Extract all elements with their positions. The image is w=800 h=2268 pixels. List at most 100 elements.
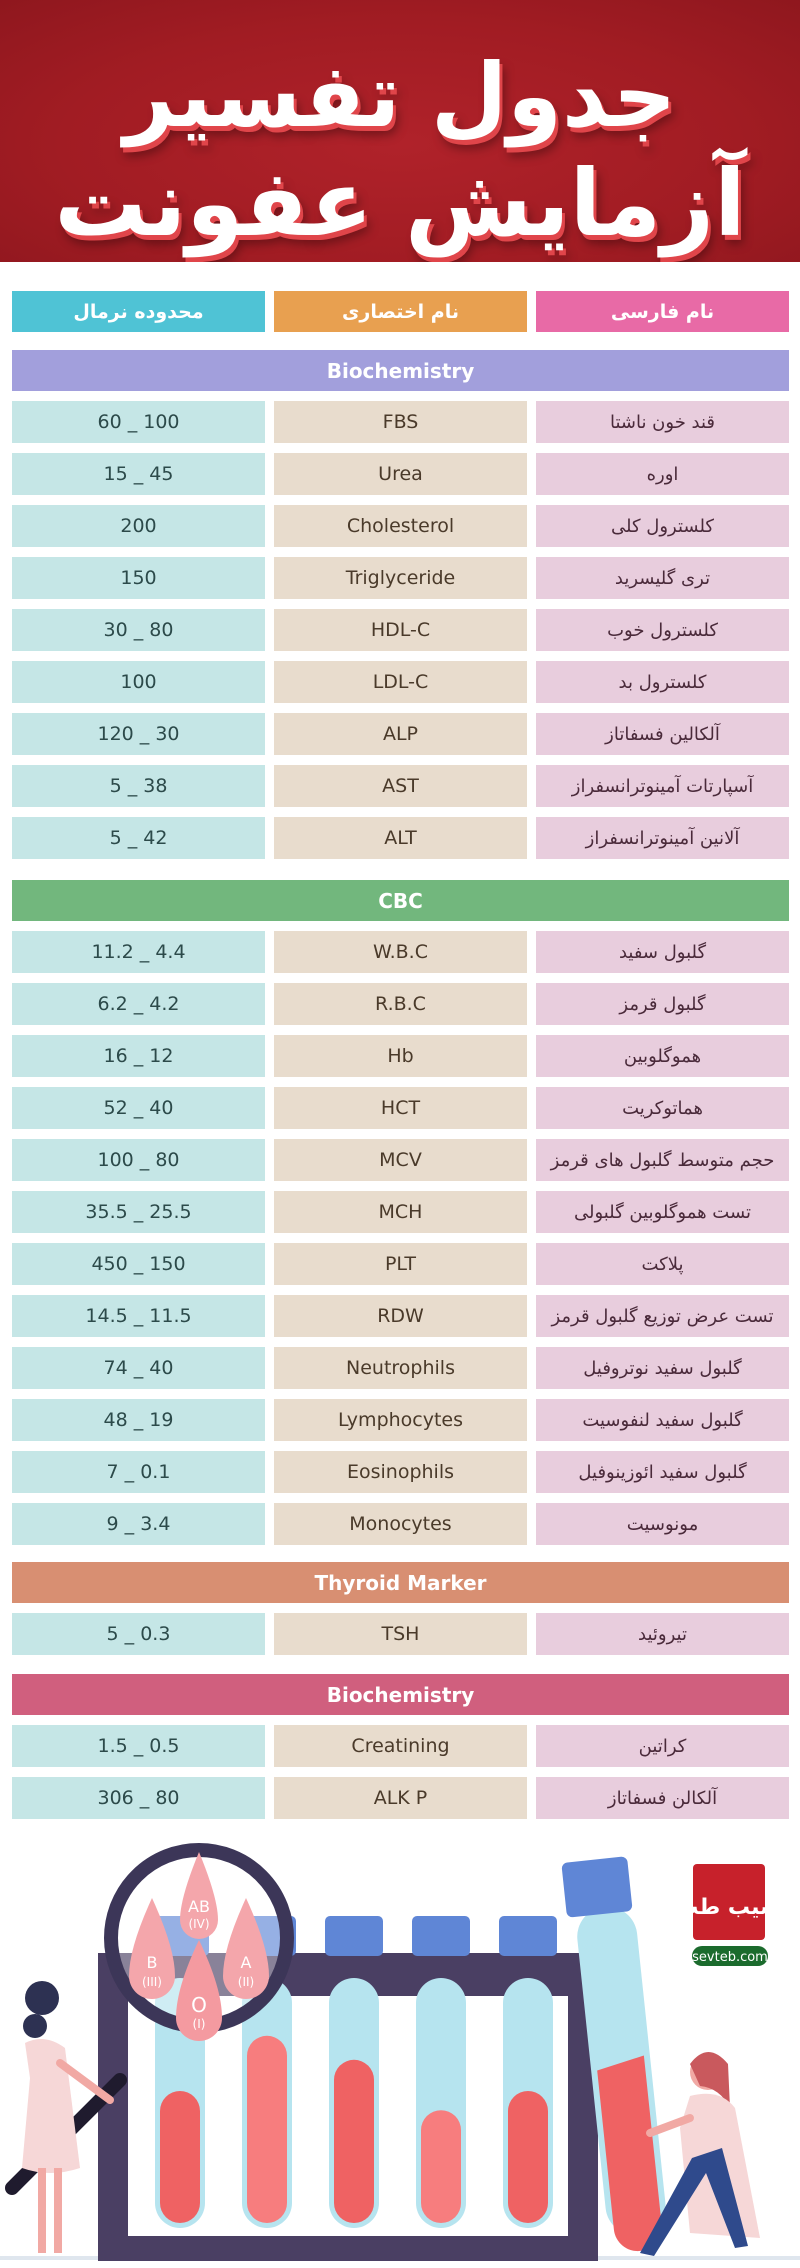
table-row: آلانین آمینوترانسفراز ALT 5 _ 42	[12, 817, 789, 859]
abbreviation-cell: Eosinophils	[274, 1451, 527, 1493]
blood-sample	[508, 2091, 548, 2223]
table-row: گلبول سفید W.B.C 11.2 _ 4.4	[12, 931, 789, 973]
normal-range-cell: 30 _ 80	[12, 609, 265, 651]
persian-name-cell: آلکالین فسفاتاز	[536, 713, 789, 755]
table-row: تست عرض توزیع گلبول قرمز RDW 14.5 _ 11.5	[12, 1295, 789, 1337]
persian-name-cell: پلاکت	[536, 1243, 789, 1285]
persian-name-cell: حجم متوسط گلبول های قرمز	[536, 1139, 789, 1181]
section-header: Thyroid Marker	[12, 1562, 789, 1603]
abbreviation-cell: MCH	[274, 1191, 527, 1233]
scientist-left	[22, 1981, 114, 2253]
abbreviation-cell: Hb	[274, 1035, 527, 1077]
page-title-line1: جدول تفسیر	[123, 44, 677, 147]
large-test-tube	[561, 1856, 666, 2252]
section-header: Biochemistry	[12, 1674, 789, 1715]
column-header-row: نام فارسی نام اختصاری محدوده نرمال	[12, 291, 789, 332]
tube-cap	[499, 1916, 557, 1956]
persian-name-cell: کراتین	[536, 1725, 789, 1767]
abbreviation-cell: AST	[274, 765, 527, 807]
abbreviation-cell: LDL-C	[274, 661, 527, 703]
lab-illustration: AB (IV) B (III) A (II) O (I) سیب طب	[0, 1843, 800, 2261]
section-header: CBC	[12, 880, 789, 921]
title-banner: جدول تفسیر آزمایش عفونت خون	[0, 0, 800, 262]
normal-range-cell: 60 _ 100	[12, 401, 265, 443]
column-header-normal-range: محدوده نرمال	[12, 291, 265, 332]
table-row: آسپارتات آمینوترانسفراز AST 5 _ 38	[12, 765, 789, 807]
abbreviation-cell: ALT	[274, 817, 527, 859]
normal-range-cell: 306 _ 80	[12, 1777, 265, 1819]
persian-name-cell: گلبول سفید	[536, 931, 789, 973]
persian-name-cell: کلسترول کلی	[536, 505, 789, 547]
table-row: کلسترول خوب HDL-C 30 _ 80	[12, 609, 789, 651]
normal-range-cell: 48 _ 19	[12, 1399, 265, 1441]
table-row: تری گلیسرید Triglyceride 150	[12, 557, 789, 599]
table-row: هماتوکریت HCT 52 _ 40	[12, 1087, 789, 1129]
persian-name-cell: تری گلیسرید	[536, 557, 789, 599]
blood-type-o: O	[191, 1993, 207, 2017]
blood-sample	[247, 2035, 287, 2223]
page-title-line2: آزمایش عفونت خون	[54, 150, 746, 263]
abbreviation-cell: R.B.C	[274, 983, 527, 1025]
table-row: تست هموگلوبین گلبولی MCH 35.5 _ 25.5	[12, 1191, 789, 1233]
column-header-abbreviation: نام اختصاری	[274, 291, 527, 332]
blood-type-a-roman: (II)	[238, 1975, 254, 1989]
normal-range-cell: 100 _ 80	[12, 1139, 265, 1181]
normal-range-cell: 35.5 _ 25.5	[12, 1191, 265, 1233]
blood-sample	[334, 2059, 374, 2223]
blood-type-b-roman: (III)	[142, 1975, 162, 1989]
abbreviation-cell: Creatining	[274, 1725, 527, 1767]
abbreviation-cell: HCT	[274, 1087, 527, 1129]
normal-range-cell: 7 _ 0.1	[12, 1451, 265, 1493]
normal-range-cell: 1.5 _ 0.5	[12, 1725, 265, 1767]
persian-name-cell: هموگلوبین	[536, 1035, 789, 1077]
abbreviation-cell: ALK P	[274, 1777, 527, 1819]
blood-type-a: A	[241, 1953, 252, 1972]
persian-name-cell: گلبول سفید نوتروفیل	[536, 1347, 789, 1389]
abbreviation-cell: Cholesterol	[274, 505, 527, 547]
persian-name-cell: آلانین آمینوترانسفراز	[536, 817, 789, 859]
table-row: آلکالن فسفاتاز ALK P 306 _ 80	[12, 1777, 789, 1819]
abbreviation-cell: TSH	[274, 1613, 527, 1655]
normal-range-cell: 200	[12, 505, 265, 547]
section-header: Biochemistry	[12, 350, 789, 391]
normal-range-cell: 16 _ 12	[12, 1035, 265, 1077]
table-row: اوره Urea 15 _ 45	[12, 453, 789, 495]
persian-name-cell: آلکالن فسفاتاز	[536, 1777, 789, 1819]
abbreviation-cell: ALP	[274, 713, 527, 755]
normal-range-cell: 5 _ 38	[12, 765, 265, 807]
sevteb-logo: سیب طب sevteb.com	[676, 1864, 782, 1966]
table-row: قند خون ناشتا FBS 60 _ 100	[12, 401, 789, 443]
tube-cap	[412, 1916, 470, 1956]
abbreviation-cell: Monocytes	[274, 1503, 527, 1545]
persian-name-cell: کلسترول بد	[536, 661, 789, 703]
normal-range-cell: 14.5 _ 11.5	[12, 1295, 265, 1337]
logo-site: sevteb.com	[692, 1950, 768, 1965]
normal-range-cell: 11.2 _ 4.4	[12, 931, 265, 973]
table-row: گلبول سفید ائوزینوفیل Eosinophils 7 _ 0.1	[12, 1451, 789, 1493]
blood-type-b: B	[147, 1953, 158, 1972]
persian-name-cell: تیروئید	[536, 1613, 789, 1655]
normal-range-cell: 150	[12, 557, 265, 599]
normal-range-cell: 9 _ 3.4	[12, 1503, 265, 1545]
table-row: گلبول سفید نوتروفیل Neutrophils 74 _ 40	[12, 1347, 789, 1389]
abbreviation-cell: PLT	[274, 1243, 527, 1285]
blood-type-ab: AB	[188, 1897, 210, 1916]
abbreviation-cell: Neutrophils	[274, 1347, 527, 1389]
abbreviation-cell: Urea	[274, 453, 527, 495]
normal-range-cell: 5 _ 42	[12, 817, 265, 859]
blood-sample	[160, 2091, 200, 2223]
table-row: کلسترول بد LDL-C 100	[12, 661, 789, 703]
abbreviation-cell: W.B.C	[274, 931, 527, 973]
persian-name-cell: کلسترول خوب	[536, 609, 789, 651]
table-row: کراتین Creatining 1.5 _ 0.5	[12, 1725, 789, 1767]
normal-range-cell: 15 _ 45	[12, 453, 265, 495]
abbreviation-cell: Lymphocytes	[274, 1399, 527, 1441]
persian-name-cell: گلبول سفید ائوزینوفیل	[536, 1451, 789, 1493]
scientist-right	[640, 2052, 760, 2256]
normal-range-cell: 450 _ 150	[12, 1243, 265, 1285]
test-tubes	[151, 1916, 557, 2228]
normal-range-cell: 120 _ 30	[12, 713, 265, 755]
normal-range-cell: 52 _ 40	[12, 1087, 265, 1129]
table-row: پلاکت PLT 450 _ 150	[12, 1243, 789, 1285]
reference-table: نام فارسی نام اختصاری محدوده نرمال Bioch…	[12, 262, 789, 1819]
